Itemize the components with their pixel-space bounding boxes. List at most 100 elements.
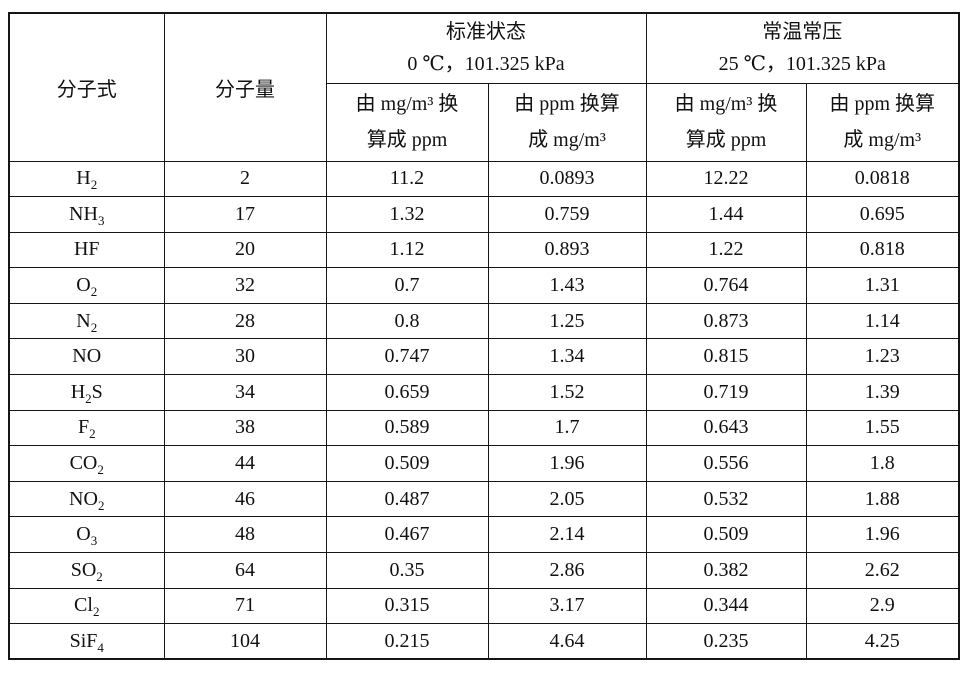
table-row: SO2 64 0.35 2.86 0.382 2.62 bbox=[8, 552, 960, 589]
weight-cell: 104 bbox=[163, 623, 327, 660]
table-row: NO2 46 0.487 2.05 0.532 1.88 bbox=[8, 480, 960, 518]
table-row: H2S 34 0.659 1.52 0.719 1.39 bbox=[8, 374, 960, 411]
value-cell-std-mg-to-ppm: 0.315 bbox=[325, 587, 489, 625]
value-cell-ntp-ppm-to-mg: 1.88 bbox=[805, 480, 960, 518]
value-cell-std-ppm-to-mg: 2.05 bbox=[487, 480, 647, 518]
value-cell-std-ppm-to-mg: 1.96 bbox=[487, 445, 647, 482]
table-row: SiF4 104 0.215 4.64 0.235 4.25 bbox=[8, 623, 960, 660]
value-cell-std-mg-to-ppm: 11.2 bbox=[325, 160, 489, 198]
value-cell-std-ppm-to-mg: 2.14 bbox=[487, 516, 647, 554]
value-cell-std-mg-to-ppm: 0.747 bbox=[325, 338, 489, 376]
value-cell-std-ppm-to-mg: 0.893 bbox=[487, 231, 647, 269]
subheader-std-ppm-to-mg: 由 ppm 换算 成 mg/m³ bbox=[487, 82, 647, 162]
header-formula-column: 分子式 bbox=[8, 12, 165, 162]
formula-cell: CO2 bbox=[8, 445, 165, 482]
table-row: N2 28 0.8 1.25 0.873 1.14 bbox=[8, 302, 960, 340]
value-cell-std-mg-to-ppm: 1.32 bbox=[325, 196, 489, 233]
value-cell-ntp-mg-to-ppm: 0.532 bbox=[645, 480, 807, 518]
value-cell-std-ppm-to-mg: 1.7 bbox=[487, 409, 647, 447]
value-cell-std-mg-to-ppm: 0.509 bbox=[325, 445, 489, 482]
value-cell-ntp-mg-to-ppm: 12.22 bbox=[645, 160, 807, 198]
value-cell-ntp-mg-to-ppm: 0.344 bbox=[645, 587, 807, 625]
header-group-ntp: 常温常压 25 ℃，101.325 kPa bbox=[645, 12, 960, 84]
value-cell-ntp-ppm-to-mg: 1.39 bbox=[805, 374, 960, 411]
value-cell-std-ppm-to-mg: 1.43 bbox=[487, 267, 647, 304]
value-cell-std-mg-to-ppm: 0.8 bbox=[325, 302, 489, 340]
weight-cell: 64 bbox=[163, 552, 327, 589]
group-condition-standard-state: 0 ℃，101.325 kPa bbox=[407, 53, 565, 76]
subheader-ntp-mg-to-ppm: 由 mg/m³ 换 算成 ppm bbox=[645, 82, 807, 162]
value-cell-std-ppm-to-mg: 3.17 bbox=[487, 587, 647, 625]
value-cell-ntp-ppm-to-mg: 1.96 bbox=[805, 516, 960, 554]
table-row: HF 20 1.12 0.893 1.22 0.818 bbox=[8, 231, 960, 269]
value-cell-ntp-mg-to-ppm: 0.235 bbox=[645, 623, 807, 660]
formula-cell: F2 bbox=[8, 409, 165, 447]
value-cell-std-ppm-to-mg: 1.52 bbox=[487, 374, 647, 411]
conversion-table: 分子式 分子量 标准状态 0 ℃，101.325 kPa 常温常压 25 ℃，1… bbox=[8, 12, 960, 661]
value-cell-std-mg-to-ppm: 0.659 bbox=[325, 374, 489, 411]
value-cell-ntp-mg-to-ppm: 1.44 bbox=[645, 196, 807, 233]
formula-cell: SiF4 bbox=[8, 623, 165, 660]
group-title-ntp: 常温常压 bbox=[762, 21, 843, 44]
table-row: O2 32 0.7 1.43 0.764 1.31 bbox=[8, 267, 960, 304]
value-cell-std-ppm-to-mg: 1.34 bbox=[487, 338, 647, 376]
value-cell-std-mg-to-ppm: 0.35 bbox=[325, 552, 489, 589]
value-cell-ntp-mg-to-ppm: 1.22 bbox=[645, 231, 807, 269]
value-cell-ntp-ppm-to-mg: 1.14 bbox=[805, 302, 960, 340]
subheader-std-mg-to-ppm: 由 mg/m³ 换 算成 ppm bbox=[325, 82, 489, 162]
formula-cell: H2S bbox=[8, 374, 165, 411]
table-row: H2 2 11.2 0.0893 12.22 0.0818 bbox=[8, 160, 960, 198]
value-cell-ntp-ppm-to-mg: 0.0818 bbox=[805, 160, 960, 198]
value-cell-ntp-ppm-to-mg: 2.62 bbox=[805, 552, 960, 589]
group-condition-ntp: 25 ℃，101.325 kPa bbox=[718, 53, 886, 76]
value-cell-ntp-mg-to-ppm: 0.556 bbox=[645, 445, 807, 482]
weight-cell: 28 bbox=[163, 302, 327, 340]
formula-cell: HF bbox=[8, 231, 165, 269]
weight-cell: 17 bbox=[163, 196, 327, 233]
value-cell-ntp-ppm-to-mg: 1.8 bbox=[805, 445, 960, 482]
formula-cell: O3 bbox=[8, 516, 165, 554]
value-cell-std-mg-to-ppm: 0.467 bbox=[325, 516, 489, 554]
weight-cell: 34 bbox=[163, 374, 327, 411]
formula-cell: N2 bbox=[8, 302, 165, 340]
value-cell-ntp-ppm-to-mg: 1.55 bbox=[805, 409, 960, 447]
value-cell-ntp-mg-to-ppm: 0.719 bbox=[645, 374, 807, 411]
value-cell-ntp-mg-to-ppm: 0.509 bbox=[645, 516, 807, 554]
weight-cell: 2 bbox=[163, 160, 327, 198]
table-row: O3 48 0.467 2.14 0.509 1.96 bbox=[8, 516, 960, 554]
value-cell-ntp-mg-to-ppm: 0.643 bbox=[645, 409, 807, 447]
header-weight-column: 分子量 bbox=[163, 12, 327, 162]
value-cell-std-mg-to-ppm: 0.589 bbox=[325, 409, 489, 447]
value-cell-std-ppm-to-mg: 0.0893 bbox=[487, 160, 647, 198]
value-cell-ntp-ppm-to-mg: 1.31 bbox=[805, 267, 960, 304]
weight-cell: 48 bbox=[163, 516, 327, 554]
table-row: NH3 17 1.32 0.759 1.44 0.695 bbox=[8, 196, 960, 233]
value-cell-std-ppm-to-mg: 1.25 bbox=[487, 302, 647, 340]
value-cell-std-mg-to-ppm: 0.7 bbox=[325, 267, 489, 304]
value-cell-ntp-ppm-to-mg: 2.9 bbox=[805, 587, 960, 625]
group-title-standard-state: 标准状态 bbox=[446, 21, 526, 44]
weight-cell: 71 bbox=[163, 587, 327, 625]
weight-cell: 32 bbox=[163, 267, 327, 304]
value-cell-std-mg-to-ppm: 0.215 bbox=[325, 623, 489, 660]
formula-cell: O2 bbox=[8, 267, 165, 304]
value-cell-ntp-ppm-to-mg: 4.25 bbox=[805, 623, 960, 660]
subheader-ntp-ppm-to-mg: 由 ppm 换算 成 mg/m³ bbox=[805, 82, 960, 162]
value-cell-ntp-mg-to-ppm: 0.815 bbox=[645, 338, 807, 376]
formula-cell: Cl2 bbox=[8, 587, 165, 625]
value-cell-std-mg-to-ppm: 0.487 bbox=[325, 480, 489, 518]
table-row: NO 30 0.747 1.34 0.815 1.23 bbox=[8, 338, 960, 376]
value-cell-std-ppm-to-mg: 0.759 bbox=[487, 196, 647, 233]
formula-cell: H2 bbox=[8, 160, 165, 198]
value-cell-std-ppm-to-mg: 4.64 bbox=[487, 623, 647, 660]
value-cell-std-mg-to-ppm: 1.12 bbox=[325, 231, 489, 269]
value-cell-ntp-ppm-to-mg: 0.818 bbox=[805, 231, 960, 269]
formula-cell: NO bbox=[8, 338, 165, 376]
header-group-standard-state: 标准状态 0 ℃，101.325 kPa bbox=[325, 12, 647, 84]
value-cell-ntp-ppm-to-mg: 0.695 bbox=[805, 196, 960, 233]
weight-cell: 30 bbox=[163, 338, 327, 376]
value-cell-ntp-ppm-to-mg: 1.23 bbox=[805, 338, 960, 376]
formula-cell: SO2 bbox=[8, 552, 165, 589]
weight-cell: 46 bbox=[163, 480, 327, 518]
